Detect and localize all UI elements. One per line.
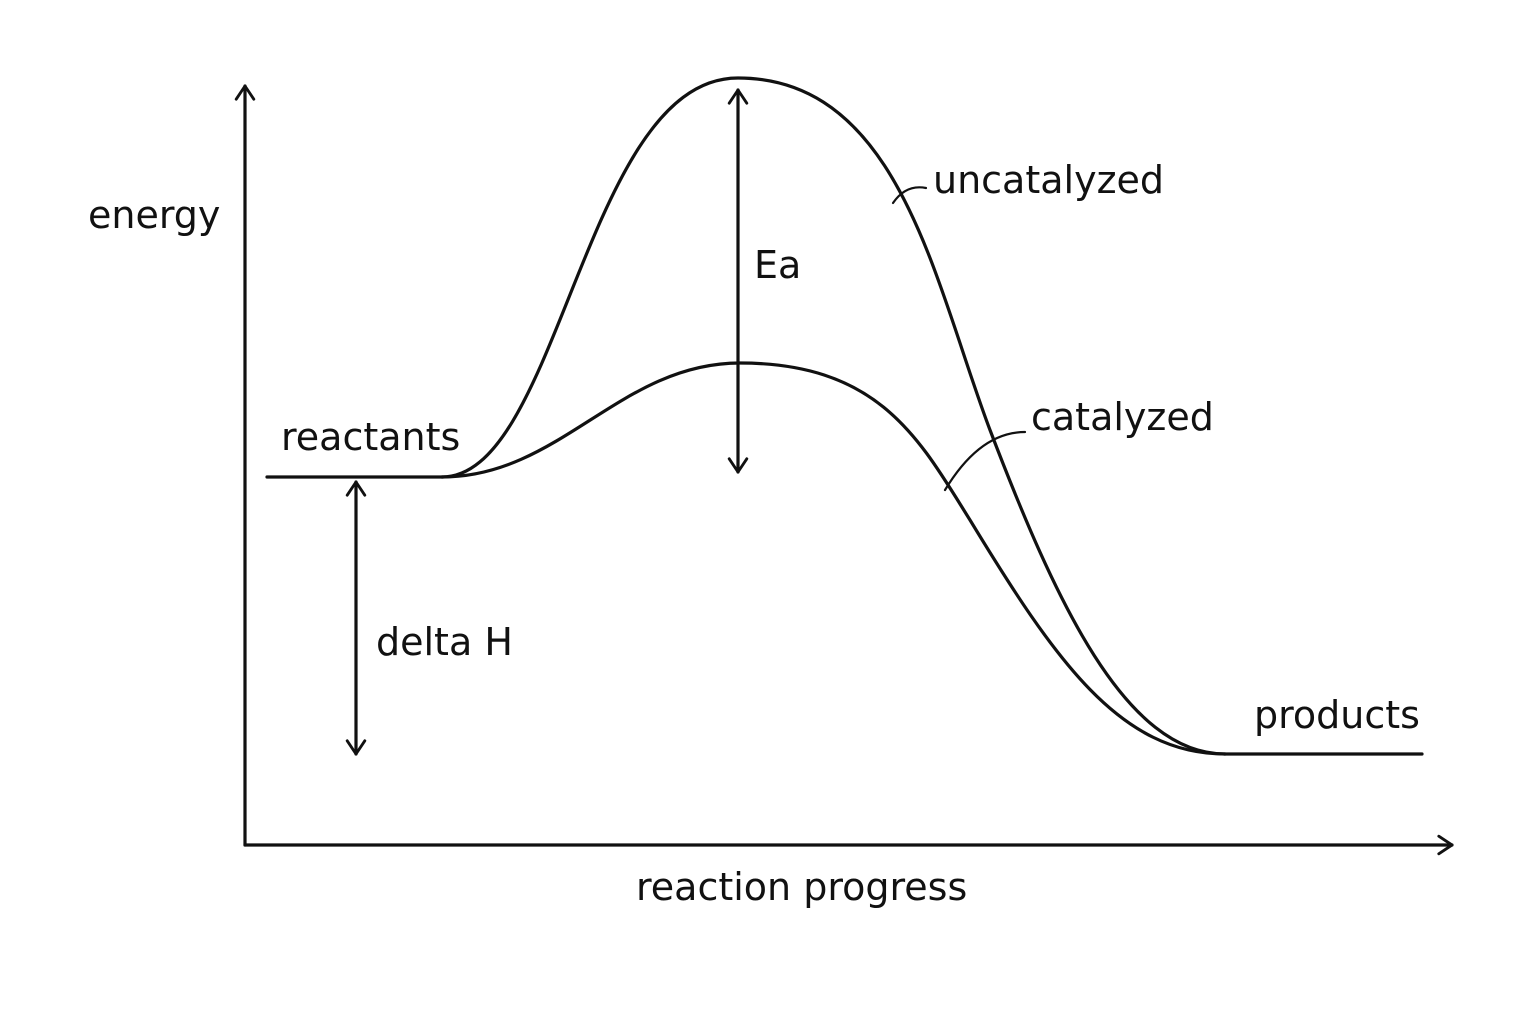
uncatalyzed-curve <box>440 76 1227 756</box>
catalyzed-label: catalyzed <box>1031 395 1214 439</box>
activation-energy-label: Ea <box>754 243 801 287</box>
y-axis-label: energy <box>88 193 220 237</box>
catalyzed-leader <box>943 430 1027 492</box>
reactants-label: reactants <box>281 415 460 459</box>
uncatalyzed-leader <box>891 186 928 205</box>
products-label: products <box>1254 693 1420 737</box>
enthalpy-change-label: delta H <box>376 620 513 664</box>
catalyzed-curve <box>440 361 1227 756</box>
uncatalyzed-label: uncatalyzed <box>933 158 1164 202</box>
x-axis-label: reaction progress <box>636 865 967 909</box>
